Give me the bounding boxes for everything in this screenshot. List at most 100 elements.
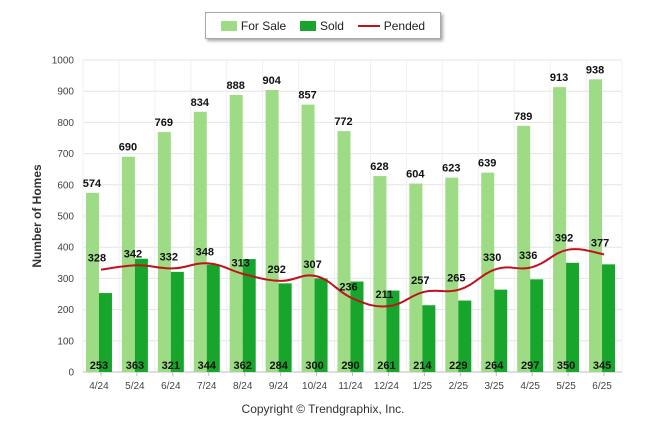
y-tick-label: 600 [57,180,74,191]
y-tick-label: 900 [57,87,74,98]
sold-value-label: 264 [485,360,504,372]
bar-for-sale [229,94,243,372]
bar-for-sale [121,156,135,372]
for-sale-value-label: 769 [155,117,173,129]
x-tick-label: 10/24 [302,381,327,392]
pended-value-label: 313 [232,257,250,269]
y-tick-label: 800 [57,118,74,129]
for-sale-value-label: 604 [406,169,425,181]
bar-sold [98,293,112,372]
x-tick-label: 5/25 [556,381,576,392]
pended-value-label: 332 [160,251,178,263]
sold-value-label: 297 [521,360,539,372]
for-sale-value-label: 913 [550,72,568,84]
sold-value-label: 214 [413,360,432,372]
x-tick-label: 4/24 [89,381,109,392]
x-tick-label: 4/25 [520,381,540,392]
for-sale-swatch [220,20,237,31]
sold-value-label: 290 [341,360,359,372]
bar-for-sale [157,132,171,372]
legend-label-pended: Pended [383,18,426,33]
bar-for-sale [85,192,99,372]
for-sale-value-label: 938 [586,64,604,76]
bar-for-sale [553,87,567,373]
bar-for-sale [589,79,603,373]
for-sale-value-label: 639 [478,158,496,170]
pended-value-label: 292 [267,264,285,276]
bar-sold [242,259,256,372]
sold-swatch [299,20,316,31]
for-sale-value-label: 834 [191,97,210,109]
bar-sold [530,279,544,372]
sold-value-label: 300 [305,360,323,372]
x-tick-label: 8/24 [233,381,253,392]
pended-value-label: 328 [88,253,106,265]
y-tick-label: 500 [57,212,74,223]
for-sale-value-label: 772 [334,116,352,128]
for-sale-value-label: 690 [119,142,137,154]
for-sale-value-label: 628 [370,161,388,173]
legend-item-pended: Pended [357,18,426,33]
bar-sold [422,305,436,372]
y-axis-label: Number of Homes [30,164,44,268]
y-tick-label: 0 [68,368,74,379]
pended-value-label: 307 [303,259,321,271]
sold-value-label: 253 [90,360,108,372]
bar-for-sale [301,104,315,372]
x-tick-label: 7/24 [197,381,217,392]
y-tick-label: 300 [57,274,74,285]
x-tick-label: 6/24 [161,381,181,392]
pended-value-label: 330 [483,252,501,264]
x-tick-label: 9/24 [269,381,289,392]
for-sale-value-label: 623 [442,163,460,175]
y-tick-label: 700 [57,149,74,160]
for-sale-value-label: 888 [227,80,245,92]
for-sale-value-label: 857 [298,90,316,102]
pended-value-label: 236 [339,281,357,293]
sold-value-label: 350 [557,360,575,372]
legend: For Sale Sold Pended [205,12,441,39]
bar-sold [494,289,508,372]
bar-for-sale [517,125,531,372]
bar-for-sale [337,131,351,372]
sold-value-label: 344 [198,360,217,372]
bar-sold [314,278,328,372]
for-sale-value-label: 574 [83,178,102,190]
bar-sold [350,281,364,372]
bar-for-sale [409,183,423,372]
for-sale-value-label: 789 [514,111,532,123]
pended-value-label: 257 [411,275,429,287]
bar-sold [566,262,580,372]
pended-value-label: 336 [519,250,537,262]
sold-value-label: 321 [162,360,180,372]
bar-sold [278,283,292,372]
pended-value-label: 392 [555,233,573,245]
y-tick-label: 400 [57,243,74,254]
x-tick-label: 1/25 [413,381,433,392]
bar-for-sale [193,111,207,373]
sold-value-label: 284 [269,360,288,372]
pended-value-label: 348 [196,246,214,258]
x-tick-label: 12/24 [374,381,399,392]
bar-for-sale [445,177,459,372]
pended-swatch [357,24,380,27]
for-sale-value-label: 904 [262,75,281,87]
x-tick-label: 2/25 [449,381,469,392]
x-tick-label: 6/25 [592,381,612,392]
bar-sold [386,290,400,372]
pended-value-label: 211 [376,289,394,301]
sold-value-label: 261 [377,360,395,372]
x-tick-label: 3/25 [484,381,504,392]
copyright-footer: Copyright © Trendgraphix, Inc. [241,402,405,416]
bar-sold [134,258,148,372]
pended-line [100,248,605,308]
bar-sold [458,300,472,372]
x-tick-label: 11/24 [338,381,363,392]
sold-value-label: 229 [449,360,467,372]
pended-value-label: 377 [591,237,609,249]
legend-item-for-sale: For Sale [220,18,287,33]
legend-label-for-sale: For Sale [240,18,287,33]
y-tick-label: 100 [57,336,74,347]
pended-value-label: 342 [124,248,142,260]
